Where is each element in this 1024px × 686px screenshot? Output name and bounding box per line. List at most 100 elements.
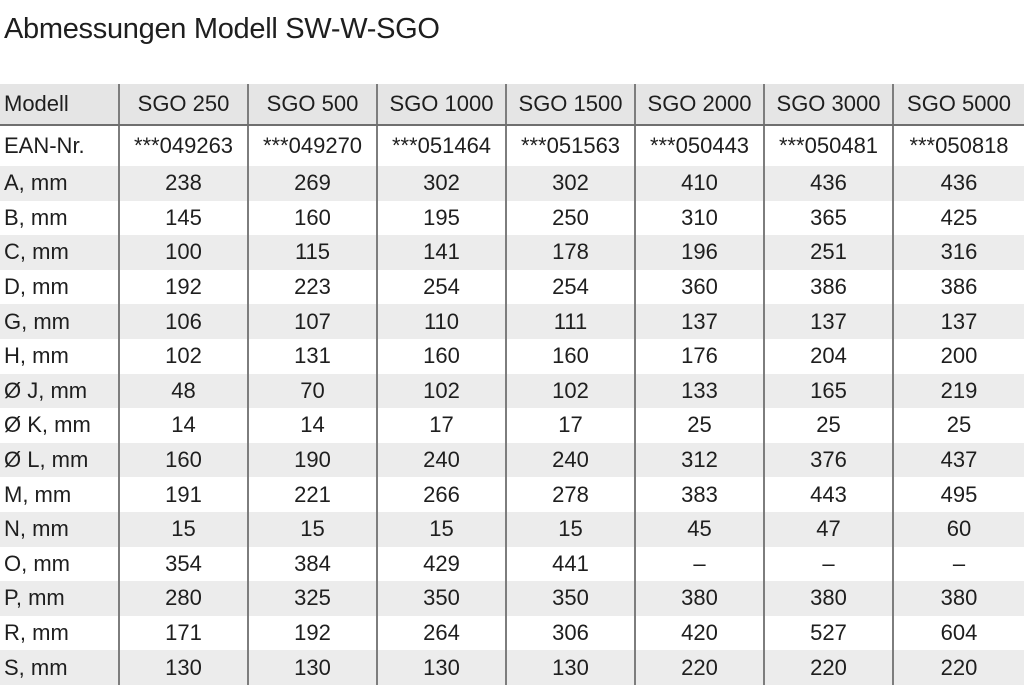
- table-cell: 365: [763, 200, 893, 236]
- table-cell: 145: [118, 200, 248, 236]
- row-label-cell: Ø L, mm: [0, 442, 119, 478]
- table-cell: 47: [763, 511, 893, 547]
- table-cell: 425: [892, 200, 1024, 236]
- row-label-cell: EAN-Nr.: [0, 125, 119, 166]
- table-cell: 200: [892, 338, 1024, 374]
- table-cell: 137: [892, 304, 1024, 339]
- row-label-cell: P, mm: [0, 581, 119, 616]
- dimensions-table-container: Modell SGO 250 SGO 500 SGO 1000 SGO 1500…: [0, 84, 1024, 685]
- table-cell: 160: [118, 442, 248, 478]
- table-cell: 15: [118, 511, 248, 547]
- table-cell: 360: [634, 269, 764, 305]
- table-row: Ø J, mm 48 70 102 102 133 165 219: [0, 373, 1024, 409]
- table-cell: 436: [763, 166, 893, 201]
- header-cell-sgo-2000: SGO 2000: [634, 84, 764, 126]
- row-label-cell: C, mm: [0, 235, 119, 270]
- row-label-cell: S, mm: [0, 650, 119, 685]
- table-cell: 102: [376, 373, 506, 409]
- table-cell: 240: [505, 442, 635, 478]
- table-cell: 437: [892, 442, 1024, 478]
- table-cell: ***051563: [505, 125, 635, 166]
- table-cell: 48: [118, 373, 248, 409]
- table-cell: 312: [634, 442, 764, 478]
- header-row: Modell SGO 250 SGO 500 SGO 1000 SGO 1500…: [0, 84, 1024, 126]
- table-cell: 45: [634, 511, 764, 547]
- row-label-cell: O, mm: [0, 546, 119, 582]
- header-cell-sgo-5000: SGO 5000: [892, 84, 1024, 126]
- header-cell-sgo-250: SGO 250: [118, 84, 248, 126]
- table-cell: –: [763, 546, 893, 582]
- table-cell: 130: [376, 650, 506, 685]
- header-cell-sgo-500: SGO 500: [247, 84, 377, 126]
- table-cell: 130: [247, 650, 377, 685]
- table-cell: 133: [634, 373, 764, 409]
- table-cell: 238: [118, 166, 248, 201]
- table-cell: 130: [505, 650, 635, 685]
- table-cell: 219: [892, 373, 1024, 409]
- table-cell: 350: [376, 581, 506, 616]
- table-row: P, mm 280 325 350 350 380 380 380: [0, 581, 1024, 616]
- table-cell: 204: [763, 338, 893, 374]
- table-cell: 254: [505, 269, 635, 305]
- table-cell: 604: [892, 615, 1024, 651]
- table-cell: 420: [634, 615, 764, 651]
- table-cell: 410: [634, 166, 764, 201]
- table-row: B, mm 145 160 195 250 310 365 425: [0, 200, 1024, 236]
- table-cell: 220: [763, 650, 893, 685]
- table-cell: 131: [247, 338, 377, 374]
- table-cell: 386: [892, 269, 1024, 305]
- table-cell: 380: [763, 581, 893, 616]
- table-row: S, mm 130 130 130 130 220 220 220: [0, 650, 1024, 685]
- table-row: M, mm 191 221 266 278 383 443 495: [0, 477, 1024, 512]
- table-cell: 220: [892, 650, 1024, 685]
- table-cell: 102: [118, 338, 248, 374]
- table-body: EAN-Nr. ***049263 ***049270 ***051464 ***051…: [0, 125, 1024, 685]
- table-cell: 160: [376, 338, 506, 374]
- table-cell: 15: [505, 511, 635, 547]
- table-cell: 443: [763, 477, 893, 512]
- table-cell: 137: [634, 304, 764, 339]
- row-label-cell: A, mm: [0, 166, 119, 201]
- row-label-cell: Ø K, mm: [0, 408, 119, 443]
- table-cell: 384: [247, 546, 377, 582]
- table-cell: 14: [118, 408, 248, 443]
- table-cell: 15: [247, 511, 377, 547]
- table-cell: 376: [763, 442, 893, 478]
- table-row: N, mm 15 15 15 15 45 47 60: [0, 511, 1024, 547]
- row-label-cell: G, mm: [0, 304, 119, 339]
- table-row: Ø L, mm 160 190 240 240 312 376 437: [0, 442, 1024, 478]
- table-cell: 191: [118, 477, 248, 512]
- table-cell: 221: [247, 477, 377, 512]
- table-cell: 310: [634, 200, 764, 236]
- row-label-cell: Ø J, mm: [0, 373, 119, 409]
- table-row: C, mm 100 115 141 178 196 251 316: [0, 235, 1024, 270]
- row-label-cell: M, mm: [0, 477, 119, 512]
- table-cell: 220: [634, 650, 764, 685]
- dimensions-table: Modell SGO 250 SGO 500 SGO 1000 SGO 1500…: [0, 84, 1024, 685]
- table-cell: 178: [505, 235, 635, 270]
- table-cell: 141: [376, 235, 506, 270]
- table-cell: ***051464: [376, 125, 506, 166]
- table-cell: 25: [634, 408, 764, 443]
- table-cell: 380: [634, 581, 764, 616]
- table-cell: 354: [118, 546, 248, 582]
- table-cell: 70: [247, 373, 377, 409]
- table-cell: 160: [247, 200, 377, 236]
- header-cell-sgo-1500: SGO 1500: [505, 84, 635, 126]
- table-row: EAN-Nr. ***049263 ***049270 ***051464 ***051…: [0, 125, 1024, 166]
- table-cell: 15: [376, 511, 506, 547]
- header-cell-sgo-3000: SGO 3000: [763, 84, 893, 126]
- table-cell: 350: [505, 581, 635, 616]
- table-row: Ø K, mm 14 14 17 17 25 25 25: [0, 408, 1024, 443]
- page-title: Abmessungen Modell SW-W-SGO: [4, 13, 440, 45]
- table-row: G, mm 106 107 110 111 137 137 137: [0, 304, 1024, 339]
- table-cell: 280: [118, 581, 248, 616]
- row-label-cell: D, mm: [0, 269, 119, 305]
- table-row: O, mm 354 384 429 441– – –: [0, 546, 1024, 582]
- table-cell: 25: [763, 408, 893, 443]
- row-label-cell: N, mm: [0, 511, 119, 547]
- table-row: A, mm 238 269 302 302 410 436 436: [0, 166, 1024, 201]
- table-cell: 102: [505, 373, 635, 409]
- table-cell: 269: [247, 166, 377, 201]
- table-cell: 383: [634, 477, 764, 512]
